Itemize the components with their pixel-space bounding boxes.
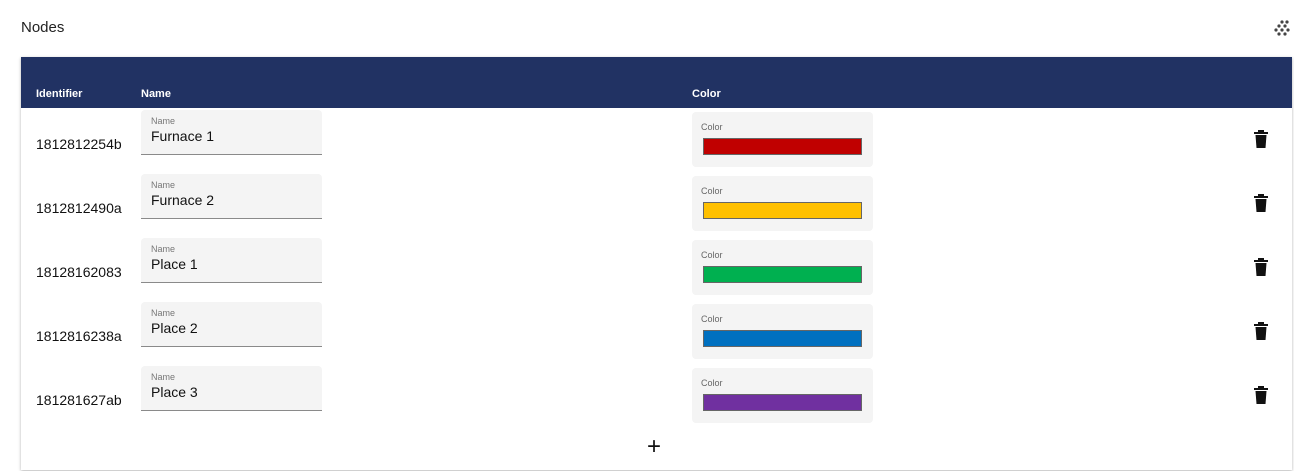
table-row: 1812812254b Name Furnace 1 Color [21,110,1292,176]
color-swatch[interactable] [703,266,862,283]
name-input-label: Name [151,308,176,318]
table-row: 1812812490a Name Furnace 2 Color [21,174,1292,240]
delete-icon[interactable] [1254,386,1268,404]
table-header: Identifier Name Color [21,57,1292,108]
name-input-label: Name [151,116,176,126]
name-input-label: Name [151,244,176,254]
color-picker[interactable]: Color [692,112,873,167]
identifier-cell: 1812812490a [36,200,122,216]
color-picker[interactable]: Color [692,240,873,295]
identifier-cell: 18128162083 [36,264,122,280]
column-identifier: Identifier [36,88,83,100]
nodes-table: Identifier Name Color 1812812254b Name Fu… [21,57,1292,470]
table-row: 18128162083 Name Place 1 Color [21,238,1292,304]
color-picker-label: Color [701,250,723,260]
delete-icon[interactable] [1254,258,1268,276]
color-swatch[interactable] [703,138,862,155]
add-node-button[interactable]: + [647,433,662,460]
name-input[interactable]: Name Place 3 [141,366,322,411]
color-swatch[interactable] [703,202,862,219]
name-input[interactable]: Name Furnace 2 [141,174,322,219]
color-picker-label: Color [701,122,723,132]
delete-icon[interactable] [1254,194,1268,212]
name-input[interactable]: Name Place 1 [141,238,322,283]
color-swatch[interactable] [703,330,862,347]
column-name: Name [141,88,171,100]
identifier-cell: 181281627ab [36,392,122,408]
name-input-label: Name [151,180,176,190]
delete-icon[interactable] [1254,322,1268,340]
color-swatch[interactable] [703,394,862,411]
name-input-value[interactable]: Place 1 [151,256,198,272]
identifier-cell: 1812812254b [36,136,122,152]
dots-grid-icon[interactable] [1274,20,1290,36]
name-input-value[interactable]: Furnace 1 [151,128,215,144]
name-input-value[interactable]: Furnace 2 [151,192,215,208]
identifier-cell: 1812816238a [36,328,122,344]
table-row: 181281627ab Name Place 3 Color [21,366,1292,432]
page-title: Nodes [21,19,65,36]
name-input-label: Name [151,372,176,382]
delete-icon[interactable] [1254,130,1268,148]
name-input[interactable]: Name Furnace 1 [141,110,322,155]
name-input-value[interactable]: Place 3 [151,384,198,400]
color-picker-label: Color [701,314,723,324]
color-picker-label: Color [701,378,723,388]
color-picker[interactable]: Color [692,304,873,359]
table-row: 1812816238a Name Place 2 Color [21,302,1292,368]
color-picker[interactable]: Color [692,176,873,231]
color-picker-label: Color [701,186,723,196]
color-picker[interactable]: Color [692,368,873,423]
name-input-value[interactable]: Place 2 [151,320,198,336]
column-color: Color [692,88,721,100]
name-input[interactable]: Name Place 2 [141,302,322,347]
